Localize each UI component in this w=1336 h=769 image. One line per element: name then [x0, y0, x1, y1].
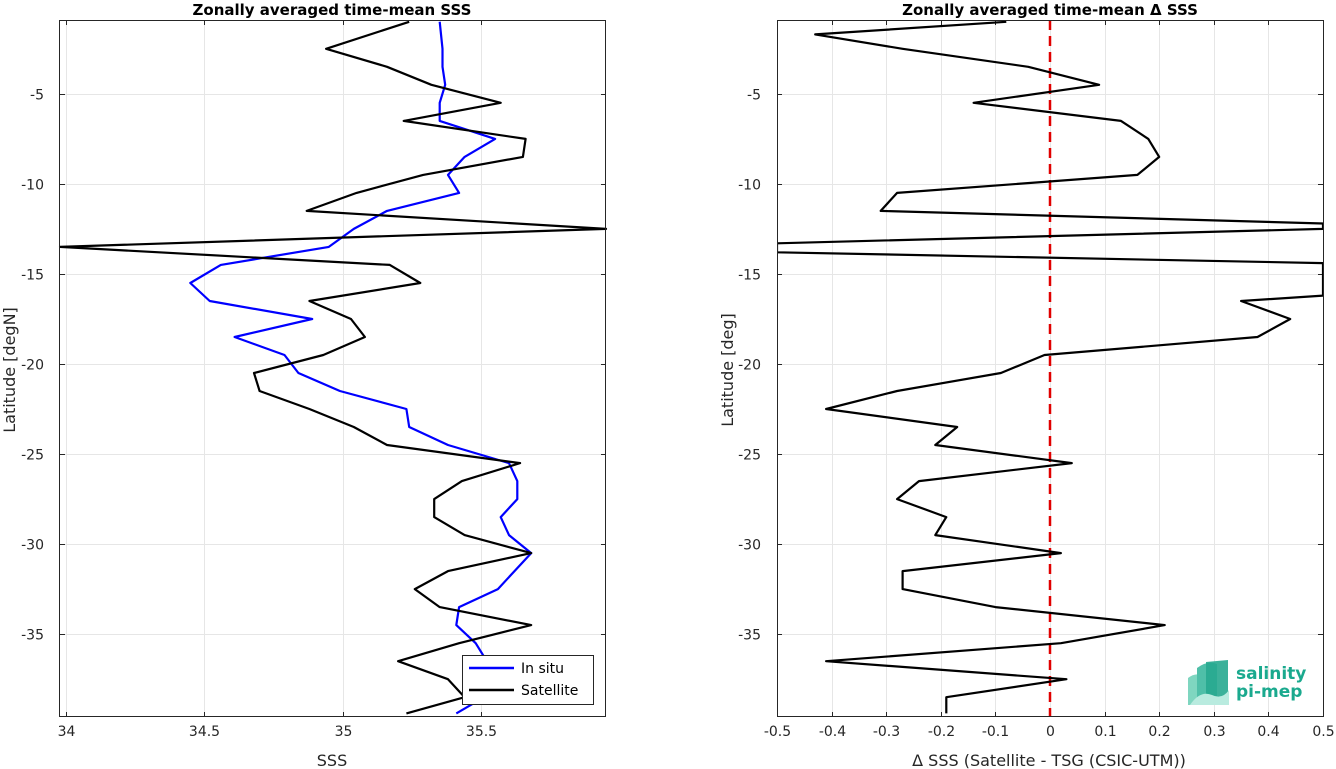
right-y-ticks: -5 -10 -15 -20 -25 -30 -35 — [738, 88, 1323, 644]
right-x-tick-label: 0.3 — [1203, 724, 1225, 740]
right-y-tick-label: -5 — [747, 88, 761, 104]
right-x-tick-label: 0.5 — [1312, 724, 1334, 740]
right-x-tick-label: 0.1 — [1094, 724, 1116, 740]
left-series-lines — [58, 20, 608, 715]
right-y-tick-label: -20 — [738, 358, 761, 374]
legend-box — [462, 655, 594, 705]
left-y-axis-label: Latitude [degN] — [0, 307, 19, 433]
left-y-ticks: -5 -10 -15 -20 -25 -30 -35 — [21, 88, 606, 644]
salinity-pi-mep-logo: salinity pi-mep — [1188, 660, 1306, 705]
logo-wave-icon — [1188, 660, 1229, 705]
right-line-series-0 — [777, 20, 1323, 714]
right-x-tick-label: 0.2 — [1148, 724, 1170, 740]
left-x-tick-label: 34.5 — [189, 724, 220, 740]
left-axes-frame — [59, 20, 606, 717]
right-y-tick-label: -15 — [738, 268, 761, 284]
left-y-tick-label: -25 — [21, 448, 44, 464]
right-y-tick-label: -25 — [738, 448, 761, 464]
right-y-tick-label: -35 — [738, 628, 761, 644]
left-y-tick-label: -10 — [21, 178, 44, 194]
left-chart-title: Zonally averaged time-mean SSS — [193, 1, 472, 19]
left-x-ticks: 34 34.5 35 35.5 — [58, 20, 497, 740]
right-axes-frame — [777, 20, 1324, 717]
left-x-tick-label: 35.5 — [466, 724, 497, 740]
left-y-tick-label: -30 — [21, 538, 44, 554]
legend: In situ Satellite — [462, 655, 594, 705]
left-line-satellite — [58, 20, 608, 715]
right-x-tick-label: -0.3 — [873, 724, 900, 740]
right-x-axis-label: Δ SSS (Satellite - TSG (CSIC-UTM)) — [912, 751, 1186, 769]
right-x-tick-label: -0.5 — [764, 724, 791, 740]
right-panel: Zonally averaged time-mean Δ SSS -0.5 -0.… — [718, 1, 1335, 769]
right-x-tick-label: -0.4 — [819, 724, 846, 740]
right-y-axis-label: Latitude [deg] — [718, 313, 737, 427]
left-grid — [60, 20, 606, 717]
right-x-tick-label: 0.4 — [1257, 724, 1279, 740]
left-x-tick-label: 35 — [335, 724, 353, 740]
right-y-tick-label: -30 — [738, 538, 761, 554]
right-plot-area — [777, 20, 1323, 717]
right-x-tick-label: 0 — [1046, 724, 1055, 740]
left-y-tick-label: -15 — [21, 268, 44, 284]
right-x-ticks: -0.5 -0.4 -0.3 -0.2 -0.1 0 0.1 0.2 0.3 0.4 0.5 — [764, 20, 1335, 740]
logo-text-pi-mep: pi-mep — [1236, 682, 1302, 702]
right-series-lines — [777, 20, 1323, 717]
left-line-in-situ — [189, 21, 533, 715]
right-x-tick-label: -0.1 — [982, 724, 1009, 740]
left-x-tick-label: 34 — [58, 724, 76, 740]
left-x-axis-label: SSS — [317, 751, 347, 769]
legend-label-in-situ: In situ — [521, 661, 564, 677]
legend-label-satellite: Satellite — [521, 683, 578, 699]
right-chart-title: Zonally averaged time-mean Δ SSS — [902, 1, 1198, 19]
left-panel: Zonally averaged time-mean SSS 34 34.5 35 3… — [0, 1, 608, 769]
left-y-tick-label: -5 — [30, 88, 44, 104]
left-y-tick-label: -35 — [21, 628, 44, 644]
right-x-tick-label: -0.2 — [928, 724, 955, 740]
logo-text-salinity: salinity — [1236, 664, 1306, 684]
left-y-tick-label: -20 — [21, 358, 44, 374]
right-y-tick-label: -10 — [738, 178, 761, 194]
